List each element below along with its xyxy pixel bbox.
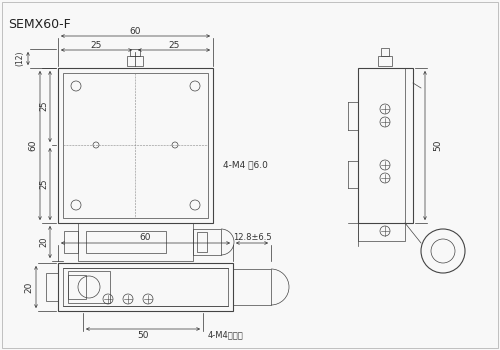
Text: 25: 25: [168, 41, 179, 49]
Bar: [130, 49, 140, 56]
Text: 25: 25: [90, 41, 102, 49]
Bar: [58, 263, 233, 311]
Text: 60: 60: [28, 139, 38, 151]
Text: 25: 25: [40, 179, 48, 189]
Bar: [68, 275, 86, 299]
Text: 4-M4 深6.0: 4-M4 深6.0: [223, 161, 268, 169]
Bar: [58, 68, 213, 223]
Bar: [63, 268, 228, 306]
Bar: [86, 231, 166, 253]
Text: 20: 20: [40, 237, 48, 247]
Text: 12.8±6.5: 12.8±6.5: [232, 232, 272, 241]
Text: (12): (12): [16, 50, 24, 66]
Text: 4-M4沉头孔: 4-M4沉头孔: [208, 330, 244, 340]
Bar: [68, 271, 110, 303]
Bar: [197, 232, 207, 252]
Text: 20: 20: [24, 281, 34, 293]
Text: SEMX60-F: SEMX60-F: [8, 18, 71, 31]
Bar: [63, 73, 208, 218]
Text: 25: 25: [40, 101, 48, 111]
Bar: [78, 223, 193, 261]
Bar: [378, 56, 392, 66]
Bar: [127, 56, 143, 66]
Bar: [358, 223, 405, 241]
Text: 60: 60: [129, 27, 141, 35]
Bar: [358, 68, 413, 223]
Text: 60: 60: [139, 232, 151, 241]
Bar: [193, 229, 221, 255]
Text: 50: 50: [137, 330, 149, 340]
Bar: [233, 269, 271, 305]
Text: 50: 50: [433, 139, 442, 151]
Bar: [64, 231, 78, 253]
Bar: [46, 273, 58, 301]
Bar: [381, 48, 389, 56]
